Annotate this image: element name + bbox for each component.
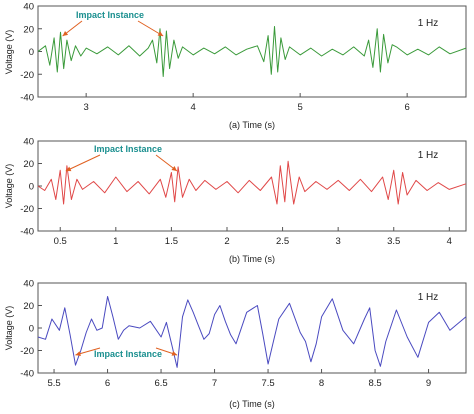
panel-c-xtick-label-0: 5.5: [47, 378, 60, 389]
panel-c-ytick-label-2: 0: [29, 324, 34, 335]
panel-b-xtick-label-2: 1.5: [165, 236, 178, 247]
panel-c-annotation: Impact Instance: [75, 347, 178, 359]
panel-c-yticks: -40 -20 0 20 40: [20, 279, 42, 380]
panel-b-ytick-label-1: -20: [20, 204, 34, 215]
panel-a-xtick-label-0: 3: [84, 102, 89, 113]
panel-b-ytick-label-2: 0: [29, 182, 34, 193]
panel-c-annotation-text: Impact Instance: [94, 349, 162, 359]
panel-c-frequency-label: 1 Hz: [418, 292, 439, 303]
panel-b-annotation-text: Impact Instance: [94, 144, 162, 154]
panel-b-ylabel: Voltage (V): [4, 164, 14, 209]
panel-b-yticks: -40 -20 0 20 40: [20, 137, 42, 238]
panel-c-ylabel: Voltage (V): [4, 306, 14, 351]
panel-b-caption: (b) Time (s): [229, 254, 275, 264]
panel-b-annotation-arrowhead-0: [65, 166, 72, 172]
panel-b-xtick-label-0: 0.5: [54, 236, 67, 247]
panel-a-annotation: Impact Instance: [62, 10, 164, 37]
panel-c-xtick-label-4: 7.5: [261, 378, 274, 389]
panel-c-xtick-label-5: 8: [319, 378, 324, 389]
panel-a-ytick-label-1: -20: [20, 70, 34, 81]
panel-a-ytick-label-4: 40: [23, 2, 34, 13]
panel-c-xtick-label-6: 8.5: [368, 378, 381, 389]
panel-b-xtick-label-7: 4: [447, 236, 452, 247]
panel-a-ytick-label-3: 20: [23, 24, 34, 35]
panel-b-annotation-arrowhead-1: [171, 165, 177, 171]
panel-b-xtick-label-3: 2: [224, 236, 229, 247]
panel-a-xtick-label-1: 4: [191, 102, 196, 113]
panel-b-line: [37, 160, 467, 205]
panel-b-ytick-label-3: 20: [23, 159, 34, 170]
panel-c: -40 -20 0 20 40 5.5 6 6.5 7 7.5 8 8.5 9 Impact Inst…: [4, 279, 467, 409]
panel-c-ytick-label-0: -40: [20, 369, 34, 380]
panel-b-frame: [37, 140, 467, 232]
panel-a-ylabel: Voltage (V): [4, 30, 14, 75]
panel-c-annotation-arrowhead-1: [171, 351, 178, 356]
panel-b-series-line-0: [37, 160, 467, 205]
panel-c-ytick-label-4: 40: [23, 279, 34, 290]
panel-a-line: [37, 26, 467, 77]
panel-b-ytick-label-4: 40: [23, 137, 34, 148]
panel-b-xticks: 0.5 1 1.5 2 2.5 3 3.5 4: [54, 227, 452, 247]
panel-b-annotation: Impact Instance: [65, 144, 178, 172]
panel-a-series-line-0: [37, 26, 467, 77]
panel-a: -40 -20 0 20 40 3 4 5 6 Impact Instance Voltage…: [4, 2, 467, 130]
panel-c-ytick-label-1: -20: [20, 346, 34, 357]
panel-c-xticks: 5.5 6 6.5 7 7.5 8 8.5 9: [47, 369, 431, 389]
panel-a-ytick-label-2: 0: [29, 47, 34, 58]
panel-c-ytick-label-3: 20: [23, 301, 34, 312]
panel-b-ytick-label-0: -40: [20, 227, 34, 238]
panel-a-ytick-label-0: -40: [20, 93, 34, 104]
panel-c-xtick-label-7: 9: [426, 378, 431, 389]
panel-c-caption: (c) Time (s): [229, 399, 275, 409]
panel-a-yticks: -40 -20 0 20 40: [20, 2, 42, 104]
panel-a-xtick-label-3: 6: [405, 102, 410, 113]
panel-c-xtick-label-2: 6.5: [154, 378, 167, 389]
panel-c-line: [37, 296, 467, 368]
panel-b-xtick-label-1: 1: [113, 236, 118, 247]
panel-a-caption: (a) Time (s): [229, 120, 275, 130]
panel-a-frequency-label: 1 Hz: [418, 18, 439, 29]
panel-c-xtick-label-3: 7: [212, 378, 217, 389]
panel-b: -40 -20 0 20 40 0.5 1 1.5 2 2.5 3 3.5 4 Impact Inst…: [4, 137, 467, 264]
panel-b-frequency-label: 1 Hz: [418, 150, 439, 161]
panel-a-annotation-arrowhead-1: [157, 31, 164, 36]
panel-b-annotation-arrow-0: [65, 154, 101, 172]
panel-c-series-line-0: [37, 296, 467, 368]
panel-a-annotation-text: Impact Instance: [76, 10, 144, 20]
panel-b-xtick-label-6: 3.5: [387, 236, 400, 247]
panel-c-annotation-arrowhead-0: [75, 351, 81, 357]
panel-a-xtick-label-2: 5: [298, 102, 303, 113]
panel-b-xtick-label-5: 3: [336, 236, 341, 247]
panel-a-annotation-arrowhead-0: [62, 30, 69, 36]
panel-c-xtick-label-1: 6: [105, 378, 110, 389]
panel-b-xtick-label-4: 2.5: [276, 236, 289, 247]
panel-a-xticks: 3 4 5 6: [84, 93, 410, 113]
